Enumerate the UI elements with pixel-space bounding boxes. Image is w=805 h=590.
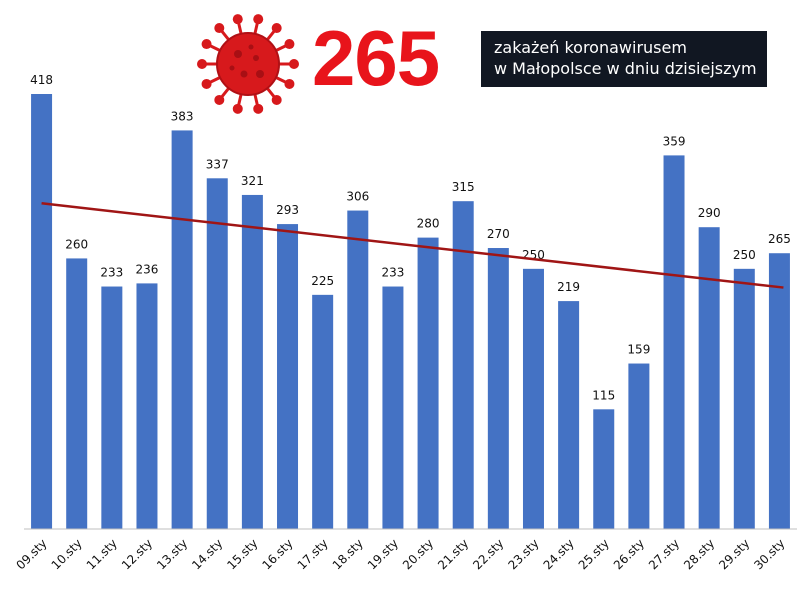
- data-label: 315: [452, 180, 475, 194]
- x-tick-label: 21.sty: [435, 536, 471, 572]
- bar: [452, 201, 474, 529]
- bar: [241, 194, 263, 529]
- data-label: 290: [698, 206, 721, 220]
- virus-spike-tip: [253, 14, 264, 25]
- bar: [628, 363, 650, 529]
- headline-case-count: 265: [312, 14, 440, 102]
- x-tick-label: 27.sty: [646, 536, 682, 572]
- bar: [31, 94, 53, 529]
- x-tick-label: 26.sty: [611, 536, 647, 572]
- info-line-1: zakażeń koronawirusem: [494, 38, 687, 57]
- data-label: 233: [100, 266, 123, 280]
- info-banner: zakażeń koronawirusem w Małopolsce w dni…: [481, 31, 767, 87]
- x-tick-label: 29.sty: [716, 536, 752, 572]
- x-tick-label: 23.sty: [505, 536, 541, 572]
- virus-spike-tip: [201, 78, 212, 89]
- bar: [593, 409, 615, 529]
- bar: [136, 283, 158, 529]
- bar: [206, 178, 228, 530]
- bar: [382, 286, 404, 529]
- x-tick-label: 12.sty: [119, 536, 155, 572]
- virus-spike-tip: [197, 59, 207, 69]
- bar: [347, 210, 369, 529]
- data-label: 115: [592, 388, 615, 402]
- virus-spike-tip: [253, 103, 264, 114]
- bar: [312, 294, 334, 529]
- data-label: 265: [768, 232, 791, 246]
- virus-spike-tip: [284, 78, 295, 89]
- coronavirus-icon: [197, 14, 299, 114]
- virus-spike-tip: [232, 14, 243, 25]
- data-label: 219: [557, 280, 580, 294]
- data-label: 321: [241, 174, 264, 188]
- data-label: 260: [65, 237, 88, 251]
- x-tick-label: 14.sty: [189, 536, 225, 572]
- x-tick-label: 19.sty: [365, 536, 401, 572]
- virus-spike-tip: [214, 23, 225, 34]
- data-label: 383: [171, 109, 194, 123]
- bar: [558, 301, 580, 529]
- bar: [768, 253, 790, 530]
- virus-spike-tip: [271, 94, 282, 105]
- bar: [487, 248, 509, 529]
- virus-spike-tip: [289, 59, 299, 69]
- x-tick-label: 22.sty: [470, 536, 506, 572]
- data-label: 306: [346, 190, 369, 204]
- bar: [698, 227, 720, 529]
- virus-spike-tip: [271, 23, 282, 34]
- bar: [733, 268, 755, 529]
- x-tick-label: 17.sty: [295, 536, 331, 572]
- x-tick-label: 25.sty: [576, 536, 612, 572]
- virus-spike-tip: [284, 39, 295, 50]
- data-label: 337: [206, 157, 229, 171]
- x-tick-label: 13.sty: [154, 536, 190, 572]
- data-label: 293: [276, 203, 299, 217]
- x-tick-label: 10.sty: [49, 536, 85, 572]
- data-label: 225: [311, 274, 334, 288]
- data-label: 159: [627, 343, 650, 357]
- trend-line: [41, 202, 784, 289]
- data-label: 233: [381, 266, 404, 280]
- data-label: 418: [30, 73, 53, 87]
- bar: [663, 155, 685, 529]
- x-tick-label: 11.sty: [84, 536, 120, 572]
- data-label: 236: [136, 262, 159, 276]
- info-line-2: w Małopolsce w dniu dzisiejszym: [494, 59, 757, 78]
- bar: [522, 268, 544, 529]
- virus-spike-tip: [214, 94, 225, 105]
- bar: [277, 224, 299, 529]
- data-label: 280: [417, 217, 440, 231]
- data-label: 250: [733, 248, 756, 262]
- data-label: 270: [487, 227, 510, 241]
- x-tick-label: 18.sty: [330, 536, 366, 572]
- data-label: 359: [663, 134, 686, 148]
- x-tick-label: 16.sty: [259, 536, 295, 572]
- x-tick-label: 24.sty: [541, 536, 577, 572]
- x-tick-label: 09.sty: [14, 536, 50, 572]
- virus-spike-tip: [201, 39, 212, 50]
- bar: [171, 130, 193, 529]
- bar: [417, 237, 439, 530]
- bar: [101, 286, 123, 529]
- x-tick-label: 15.sty: [224, 536, 260, 572]
- x-tick-label: 28.sty: [681, 536, 717, 572]
- x-tick-label: 30.sty: [751, 536, 787, 572]
- bar: [66, 258, 88, 529]
- x-tick-label: 20.sty: [400, 536, 436, 572]
- virus-spike-tip: [232, 103, 243, 114]
